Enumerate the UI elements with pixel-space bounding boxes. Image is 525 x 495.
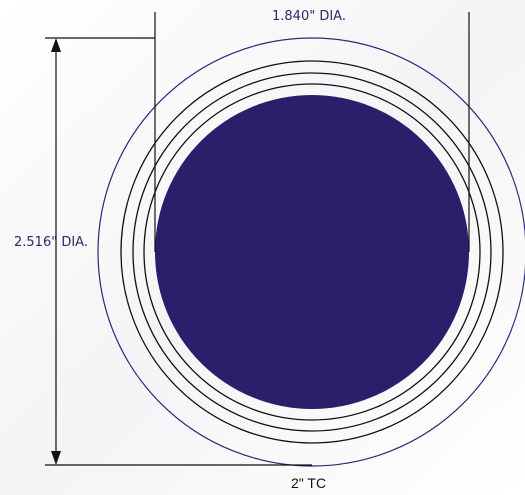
arrow-down-icon xyxy=(51,451,61,465)
outer-diameter-label: 2.516" DIA. xyxy=(14,235,88,250)
inner-diameter-label: 1.840" DIA. xyxy=(272,9,346,24)
flange-ring-3 xyxy=(143,83,481,421)
outer-diameter-ring xyxy=(97,37,525,467)
arrow-up-icon xyxy=(51,38,61,52)
flange-ring-1 xyxy=(120,60,504,444)
caption-label: 2" TC xyxy=(291,475,327,491)
inner-bore xyxy=(155,95,469,409)
flange-ring-2 xyxy=(132,72,492,432)
